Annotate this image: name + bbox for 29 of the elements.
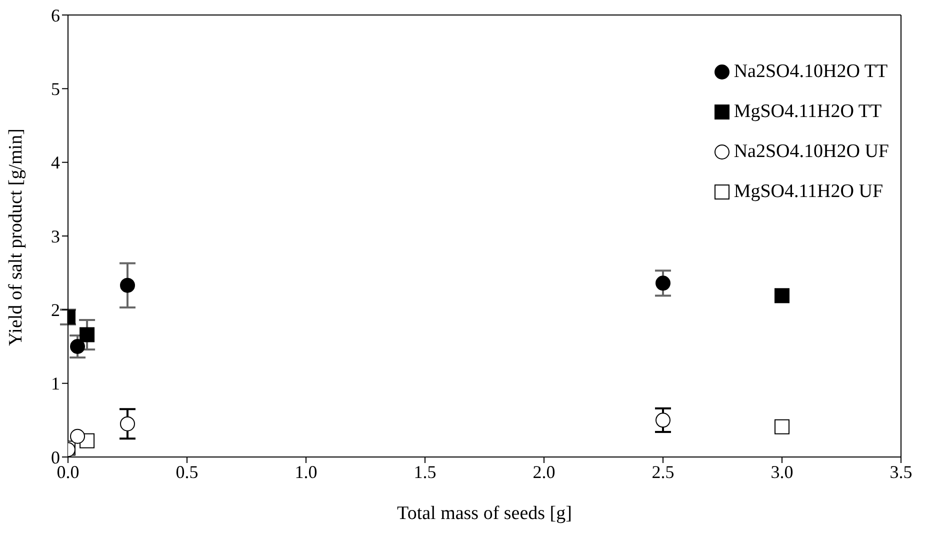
point: [80, 327, 95, 342]
y-tick-label: 6: [51, 5, 60, 26]
point: [774, 288, 790, 304]
x-axis-title: Total mass of seeds [g]: [397, 503, 572, 524]
y-tick-label: 0: [51, 447, 60, 468]
y-tick-label: 1: [51, 374, 60, 394]
legend-label: Na2SO4.10H2O UF: [734, 141, 889, 163]
y-tick-label: 5: [51, 79, 60, 100]
point: [120, 278, 135, 293]
x-tick-label: 3.0: [770, 462, 794, 482]
point: [120, 416, 135, 432]
x-tick-label: 2.5: [652, 462, 674, 482]
point: [70, 339, 86, 354]
y-axis-title: Yield of salt product [g/min]: [6, 128, 27, 346]
y-tick-label: 4: [51, 152, 60, 173]
y-tick-label: 3: [51, 226, 60, 246]
point: [70, 428, 86, 444]
point: [656, 412, 670, 428]
x-tick-label: 0.5: [176, 462, 198, 482]
point: [656, 276, 670, 291]
x-tick-label: 1.5: [414, 462, 436, 482]
legend-label: MgSO4.11H2O TT: [734, 101, 882, 123]
y-tick-label: 2: [51, 300, 60, 320]
legend-label: MgSO4.11H2O UF: [734, 181, 884, 203]
x-tick-label: 1.0: [294, 462, 318, 482]
x-tick-label: 3.5: [890, 462, 912, 482]
point: [774, 419, 790, 434]
x-tick-label: 2.0: [532, 462, 556, 482]
legend-label: Na2SO4.10H2O TT: [734, 61, 888, 83]
